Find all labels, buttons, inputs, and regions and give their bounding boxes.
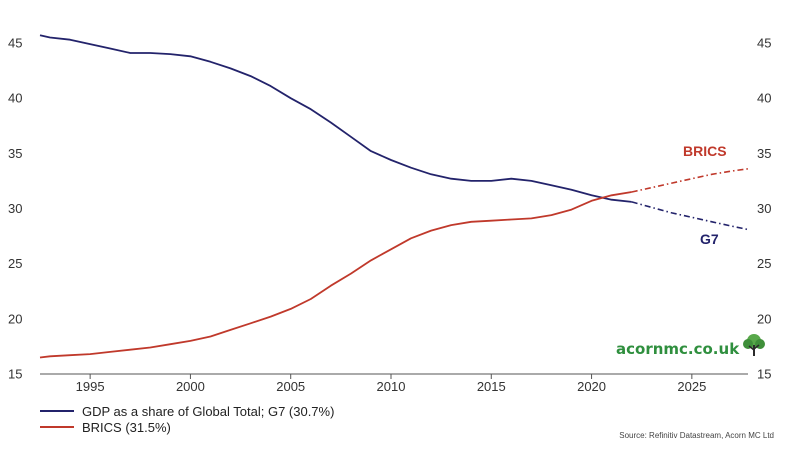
legend-item-brics: BRICS (31.5%) xyxy=(40,419,334,435)
y-tick-label-left: 25 xyxy=(8,256,22,271)
series-end-labels: BRICS G7 xyxy=(683,143,727,247)
y-tick-label-right: 25 xyxy=(757,256,771,271)
series-end-label-g7: G7 xyxy=(700,231,719,247)
brand-logo: acornmc.co.uk xyxy=(616,332,767,358)
brand-text: acornmc.co.uk xyxy=(616,340,740,358)
chart-series xyxy=(39,34,749,359)
series-projection-g7 xyxy=(631,201,749,231)
x-tick-label: 2020 xyxy=(577,379,606,394)
source-note: Source: Refinitiv Datastream, Acorn MC L… xyxy=(619,431,774,440)
x-tick-label: 2005 xyxy=(276,379,305,394)
legend-label-g7: GDP as a share of Global Total; G7 (30.7… xyxy=(82,403,335,419)
series-line-brics xyxy=(39,191,632,359)
series-end-label-brics: BRICS xyxy=(683,143,727,159)
chart-legend: GDP as a share of Global Total; G7 (30.7… xyxy=(40,403,334,435)
y-tick-label-right: 15 xyxy=(757,367,771,382)
y-tick-label-left: 30 xyxy=(8,201,22,216)
legend-item-g7: GDP as a share of Global Total; G7 (30.7… xyxy=(40,403,334,419)
series-projection-brics xyxy=(631,168,749,193)
y-tick-label-left: 20 xyxy=(8,311,22,326)
tree-icon xyxy=(743,334,766,356)
y-tick-label-left: 45 xyxy=(8,36,22,51)
y-tick-label-right: 35 xyxy=(757,146,771,161)
legend-swatch-g7 xyxy=(40,410,74,412)
y-tick-label-left: 15 xyxy=(8,367,22,382)
x-tick-label: 2010 xyxy=(377,379,406,394)
y-tick-label-right: 20 xyxy=(757,311,771,326)
y-tick-label-left: 40 xyxy=(8,91,22,106)
y-tick-label-right: 45 xyxy=(757,36,771,51)
x-tick-label: 2000 xyxy=(176,379,205,394)
legend-swatch-brics xyxy=(40,426,74,428)
y-tick-label-right: 30 xyxy=(757,201,771,216)
legend-label-brics: BRICS (31.5%) xyxy=(82,419,171,435)
x-tick-label: 2015 xyxy=(477,379,506,394)
x-tick-label: 2025 xyxy=(677,379,706,394)
y-tick-label-left: 35 xyxy=(8,146,22,161)
x-tick-label: 1995 xyxy=(76,379,105,394)
series-line-g7 xyxy=(39,34,632,203)
y-tick-label-right: 40 xyxy=(757,91,771,106)
